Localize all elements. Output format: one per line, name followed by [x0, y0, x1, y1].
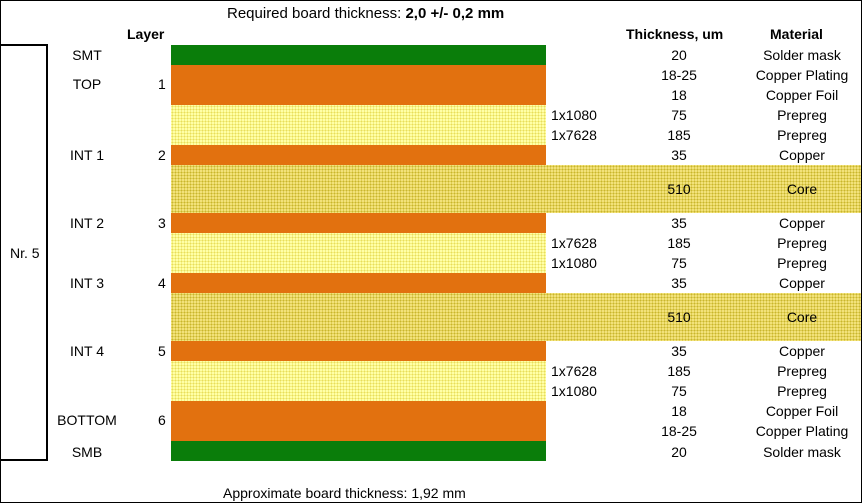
copper-int3-band: [171, 273, 546, 293]
stack-label: Nr. 5: [10, 245, 40, 261]
material-value: Copper Foil: [765, 87, 839, 103]
thickness-value: 75: [671, 107, 687, 123]
thickness-value: 185: [667, 363, 691, 379]
layer-name-bottom: BOTTOM: [57, 412, 117, 428]
thickness-value: 20: [671, 47, 687, 63]
copper-int2-band: [171, 213, 546, 233]
prepreg-code: 1x1080: [551, 383, 597, 399]
stack-bracket: [1, 44, 48, 461]
copper-int1-band: [171, 145, 546, 165]
material-value: Copper Plating: [755, 423, 849, 439]
layer-number: 2: [158, 147, 166, 163]
material-value: Solder mask: [763, 444, 841, 460]
material-value: Core: [786, 309, 818, 325]
thickness-value: 18: [671, 403, 687, 419]
prepreg-band-2: [171, 233, 546, 273]
copper-int4-band: [171, 341, 546, 361]
approximate-thickness-footer: Approximate board thickness: 1,92 mm: [223, 485, 466, 501]
layer-header: Layer: [127, 26, 165, 42]
material-header: Material: [770, 26, 823, 42]
thickness-value: 35: [671, 275, 687, 291]
layer-name-top: TOP: [72, 76, 102, 92]
layer-number: 6: [158, 412, 166, 428]
material-value: Prepreg: [777, 127, 827, 143]
core-band-2: [171, 293, 861, 341]
layer-name-smb: SMB: [71, 444, 103, 460]
layer-number: 3: [158, 215, 166, 231]
prepreg-code: 1x7628: [551, 127, 597, 143]
title-value: 2,0 +/- 0,2 mm: [405, 5, 505, 22]
layer-name-smt: SMT: [72, 47, 102, 63]
material-value: Prepreg: [777, 107, 827, 123]
thickness-value: 18-25: [661, 423, 697, 439]
material-value: Copper: [779, 215, 825, 231]
thickness-value: 510: [667, 309, 691, 325]
material-value: Copper Foil: [765, 403, 839, 419]
material-value: Prepreg: [777, 363, 827, 379]
material-value: Prepreg: [777, 235, 827, 251]
material-value: Copper Plating: [755, 67, 849, 83]
solder-mask-bottom-band: [171, 441, 546, 461]
material-value: Copper: [779, 275, 825, 291]
copper-bottom-band: [171, 401, 546, 441]
copper-top-band: [171, 65, 546, 105]
prepreg-code: 1x7628: [551, 363, 597, 379]
thickness-value: 35: [671, 215, 687, 231]
layer-name-int3: INT 3: [70, 275, 104, 291]
board-thickness-title: Required board thickness: 2,0 +/- 0,2 mm: [227, 5, 504, 22]
thickness-value: 185: [667, 127, 691, 143]
material-value: Copper: [779, 147, 825, 163]
thickness-value: 75: [671, 383, 687, 399]
thickness-header: Thickness, um: [626, 26, 724, 42]
solder-mask-top-band: [171, 45, 546, 65]
prepreg-band-3: [171, 361, 546, 401]
thickness-value: 18-25: [661, 67, 697, 83]
layer-name-int4: INT 4: [70, 343, 104, 359]
material-value: Prepreg: [777, 383, 827, 399]
prepreg-code: 1x1080: [551, 255, 597, 271]
thickness-value: 35: [671, 343, 687, 359]
thickness-value: 75: [671, 255, 687, 271]
material-value: Solder mask: [763, 47, 841, 63]
layer-name-int2: INT 2: [70, 215, 104, 231]
thickness-value: 510: [667, 181, 691, 197]
thickness-value: 35: [671, 147, 687, 163]
prepreg-band-1: [171, 105, 546, 145]
layer-number: 5: [158, 343, 166, 359]
material-value: Prepreg: [777, 255, 827, 271]
core-band-1: [171, 165, 861, 213]
layer-number: 4: [158, 275, 166, 291]
layer-number: 1: [158, 76, 166, 92]
prepreg-code: 1x1080: [551, 107, 597, 123]
prepreg-code: 1x7628: [551, 235, 597, 251]
title-prefix: Required board thickness:: [227, 5, 406, 22]
material-value: Core: [786, 181, 818, 197]
thickness-value: 18: [671, 87, 687, 103]
thickness-value: 20: [671, 444, 687, 460]
layer-name-int1: INT 1: [70, 147, 104, 163]
material-value: Copper: [779, 343, 825, 359]
thickness-value: 185: [667, 235, 691, 251]
